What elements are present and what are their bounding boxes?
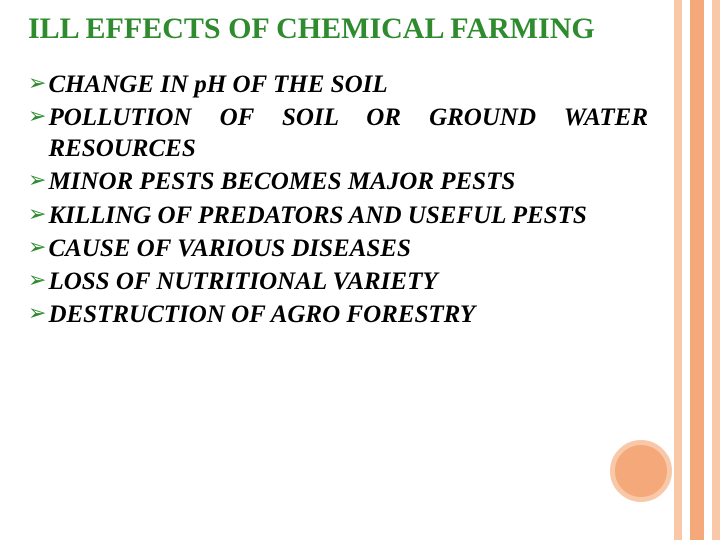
- slide-content: ILL EFFECTS OF CHEMICAL FARMING ➢CHANGE …: [28, 12, 648, 333]
- list-item-text: CAUSE OF VARIOUS DISEASES: [48, 233, 648, 264]
- list-item: ➢KILLING OF PREDATORS AND USEFUL PESTS: [28, 200, 648, 231]
- decorative-circle: [610, 440, 672, 502]
- bullet-icon: ➢: [28, 266, 46, 294]
- list-item-text: LOSS OF NUTRITIONAL VARIETY: [48, 266, 648, 297]
- bullet-icon: ➢: [28, 69, 46, 97]
- bullet-icon: ➢: [28, 166, 46, 194]
- stripe: [674, 0, 682, 540]
- list-item: ➢CHANGE IN pH OF THE SOIL: [28, 69, 648, 100]
- list-item: ➢MINOR PESTS BECOMES MAJOR PESTS: [28, 166, 648, 197]
- list-item: ➢DESTRUCTION OF AGRO FORESTRY: [28, 299, 648, 330]
- stripe: [682, 0, 690, 540]
- bullet-icon: ➢: [28, 299, 46, 327]
- stripe: [690, 0, 704, 540]
- list-item-text: DESTRUCTION OF AGRO FORESTRY: [48, 299, 648, 330]
- slide-title: ILL EFFECTS OF CHEMICAL FARMING: [28, 12, 648, 47]
- list-item: ➢LOSS OF NUTRITIONAL VARIETY: [28, 266, 648, 297]
- stripe: [712, 0, 720, 540]
- bullet-list: ➢CHANGE IN pH OF THE SOIL➢POLLUTION OF S…: [28, 69, 648, 331]
- list-item-text: CHANGE IN pH OF THE SOIL: [48, 69, 648, 100]
- bullet-icon: ➢: [28, 233, 46, 261]
- bullet-icon: ➢: [28, 200, 46, 228]
- bullet-icon: ➢: [28, 102, 46, 130]
- list-item-text: POLLUTION OF SOIL OR GROUND WATER RESOUR…: [48, 102, 648, 165]
- decorative-stripes: [674, 0, 720, 540]
- list-item-text: MINOR PESTS BECOMES MAJOR PESTS: [48, 166, 648, 197]
- list-item-text: KILLING OF PREDATORS AND USEFUL PESTS: [48, 200, 648, 231]
- stripe: [704, 0, 712, 540]
- list-item: ➢CAUSE OF VARIOUS DISEASES: [28, 233, 648, 264]
- list-item: ➢POLLUTION OF SOIL OR GROUND WATER RESOU…: [28, 102, 648, 165]
